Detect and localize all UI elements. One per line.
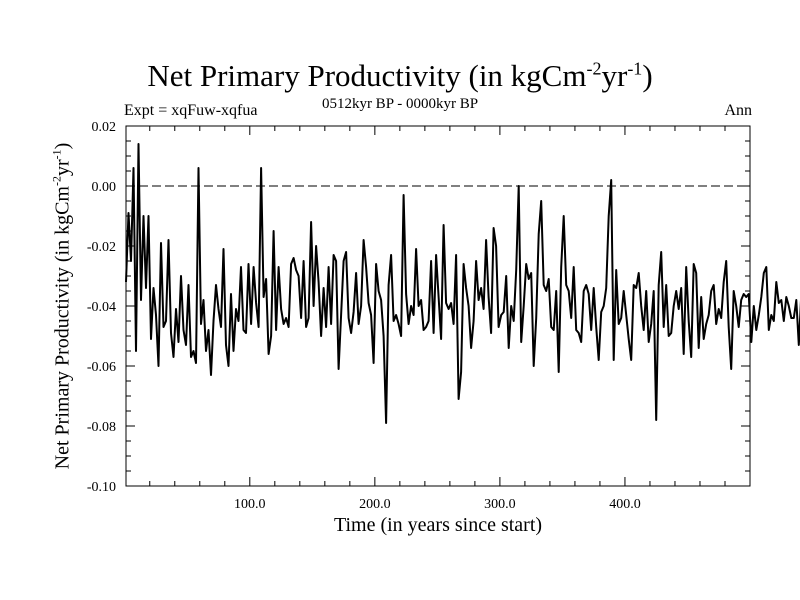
title-sup-2: -1 bbox=[627, 58, 643, 79]
ylabel-sup-2: -1 bbox=[49, 149, 64, 160]
npp-series-line bbox=[125, 143, 800, 424]
y-axis-label: Net Primary Productivity (in kgCm-2yr-1) bbox=[50, 143, 75, 470]
x-tick-label: 100.0 bbox=[234, 497, 266, 512]
ylabel-sup-1: -2 bbox=[49, 176, 64, 187]
x-tick-label: 400.0 bbox=[609, 497, 641, 512]
ylabel-text: Net Primary Productivity (in kgCm bbox=[51, 186, 74, 470]
season-label: Ann bbox=[724, 102, 752, 119]
y-tick-label: -0.08 bbox=[87, 420, 116, 435]
x-tick-label: 300.0 bbox=[484, 497, 516, 512]
y-tick-label: -0.04 bbox=[87, 300, 116, 315]
ylabel-text-end: ) bbox=[51, 142, 74, 150]
y-tick-label: -0.02 bbox=[87, 240, 116, 255]
title-text: Net Primary Productivity (in kgCm bbox=[147, 58, 587, 93]
plot-frame bbox=[125, 125, 751, 487]
experiment-label: Expt = xqFuw-xqfua bbox=[124, 102, 258, 119]
x-axis-label: Time (in years since start) bbox=[333, 514, 543, 536]
chart-title: Net Primary Productivity (in kgCm-2yr-1) bbox=[0, 58, 800, 94]
y-tick-label: 0.00 bbox=[92, 180, 117, 195]
x-tick-label: 200.0 bbox=[359, 497, 391, 512]
title-text-mid: yr bbox=[601, 58, 628, 93]
y-tick-label: -0.10 bbox=[87, 480, 116, 495]
ylabel-text-mid: yr bbox=[51, 159, 74, 177]
y-tick-label: 0.02 bbox=[92, 120, 117, 135]
chart-subtitle: 0512kyr BP - 0000kyr BP bbox=[321, 96, 479, 112]
title-text-end: ) bbox=[642, 58, 653, 93]
title-sup-1: -2 bbox=[586, 58, 602, 79]
y-tick-label: -0.06 bbox=[87, 360, 116, 375]
